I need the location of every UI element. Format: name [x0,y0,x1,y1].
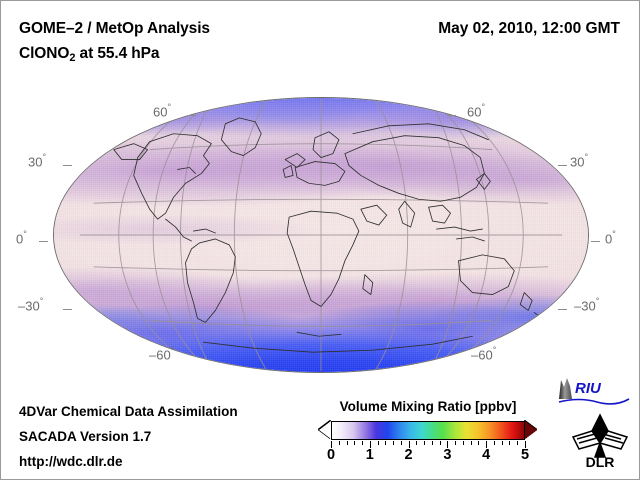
colorbar-tick [424,441,426,445]
lat-tick-30s-right [558,309,567,310]
colorbar-tick [369,441,371,448]
lat-tick-60n-left [187,115,196,116]
colorbar-tick [486,441,488,448]
lat-tick-0-left [39,241,48,242]
colorbar-tick [439,441,441,445]
colorbar-tick [354,441,356,445]
lat-label-0-right: 0° [605,229,616,247]
colorbar-tick [408,441,410,448]
lat-tick-30n-left [63,165,72,166]
colorbar-under-arrow [319,421,331,439]
colorbar-tick-label: 4 [482,447,491,463]
lat-tick-0-right [591,241,600,242]
dlr-logo: DLR [571,413,629,469]
lat-label-60s-right: –60° [471,345,497,363]
dlr-mark-icon [571,413,629,458]
footer-url-link[interactable]: http://wdc.dlr.de [19,454,123,469]
colorbar-tick [462,441,464,445]
colorbar-tick [431,441,433,445]
map-plot [53,97,589,373]
riu-logo: RIU [558,378,630,405]
colorbar-tick [525,441,526,448]
footer-assimilation-label: 4DVar Chemical Data Assimilation [19,404,238,419]
colorbar-tick [509,441,511,445]
colorbar-tick-label: 0 [326,447,336,463]
lat-label-60n-right: 60° [467,102,486,120]
colorbar-title: Volume Mixing Ratio [ppbv] [339,399,517,414]
colorbar-tick [346,441,348,445]
colorbar-tick-label: 1 [365,447,374,463]
colorbar-tick [455,441,457,445]
colorbar-over-arrow [525,421,537,439]
timestamp: May 02, 2010, 12:00 GMT [438,20,620,37]
lat-label-60s-left: –60° [149,345,175,363]
lat-label-30n-left: 30° [28,152,47,170]
species-subtitle: ClONO2 at 55.4 hPa [19,45,160,64]
colorbar-tick [517,441,519,445]
page-title: GOME–2 / MetOp Analysis [19,20,210,37]
lat-label-30s-left: –30° [18,296,44,314]
mollweide-globe [53,97,589,373]
lat-tick-60n-right [447,115,456,116]
graticule-lines [79,98,563,372]
colorbar-tick [501,441,503,445]
colorbar-tick-labels: 0 1 2 3 4 5 [327,447,529,465]
lat-label-30n-right: 30° [570,152,589,170]
species-level: at 55.4 hPa [75,45,160,62]
colorbar-tick [416,441,418,445]
colorbar-tick [493,441,495,445]
species-name: ClONO [19,45,70,62]
colorbar-ticks [331,441,526,448]
lat-label-0-left: 0° [16,229,27,247]
colorbar-tick [377,441,379,445]
colorbar-tick [393,441,395,445]
colorbar-tick [478,441,480,445]
colorbar-tick [470,441,472,445]
colorbar-tick [338,441,340,445]
colorbar-tick [362,441,364,445]
dlr-wordmark: DLR [586,454,615,469]
colorbar-tick [400,441,402,445]
colorbar-tick-label: 3 [443,447,452,463]
species-subscript: 2 [69,52,76,64]
riu-wordmark: RIU [575,380,602,397]
coastlines [113,117,543,353]
colorbar-tick-label: 2 [404,447,413,463]
lat-label-30s-right: –30° [574,296,600,314]
colorbar-row [319,421,537,441]
colorbar-tick-label: 5 [520,447,530,463]
colorbar-tick [331,441,332,448]
lat-label-60n-left: 60° [153,102,172,120]
riu-wave-icon [558,398,630,405]
lat-tick-30n-right [558,165,567,166]
footer-version-label: SACADA Version 1.7 [19,429,152,444]
lat-tick-30s-left [63,309,72,310]
riu-tower-icon [559,378,572,399]
colorbar-tick [385,441,387,445]
colorbar-gradient [331,421,525,440]
colorbar-tick [447,441,449,448]
